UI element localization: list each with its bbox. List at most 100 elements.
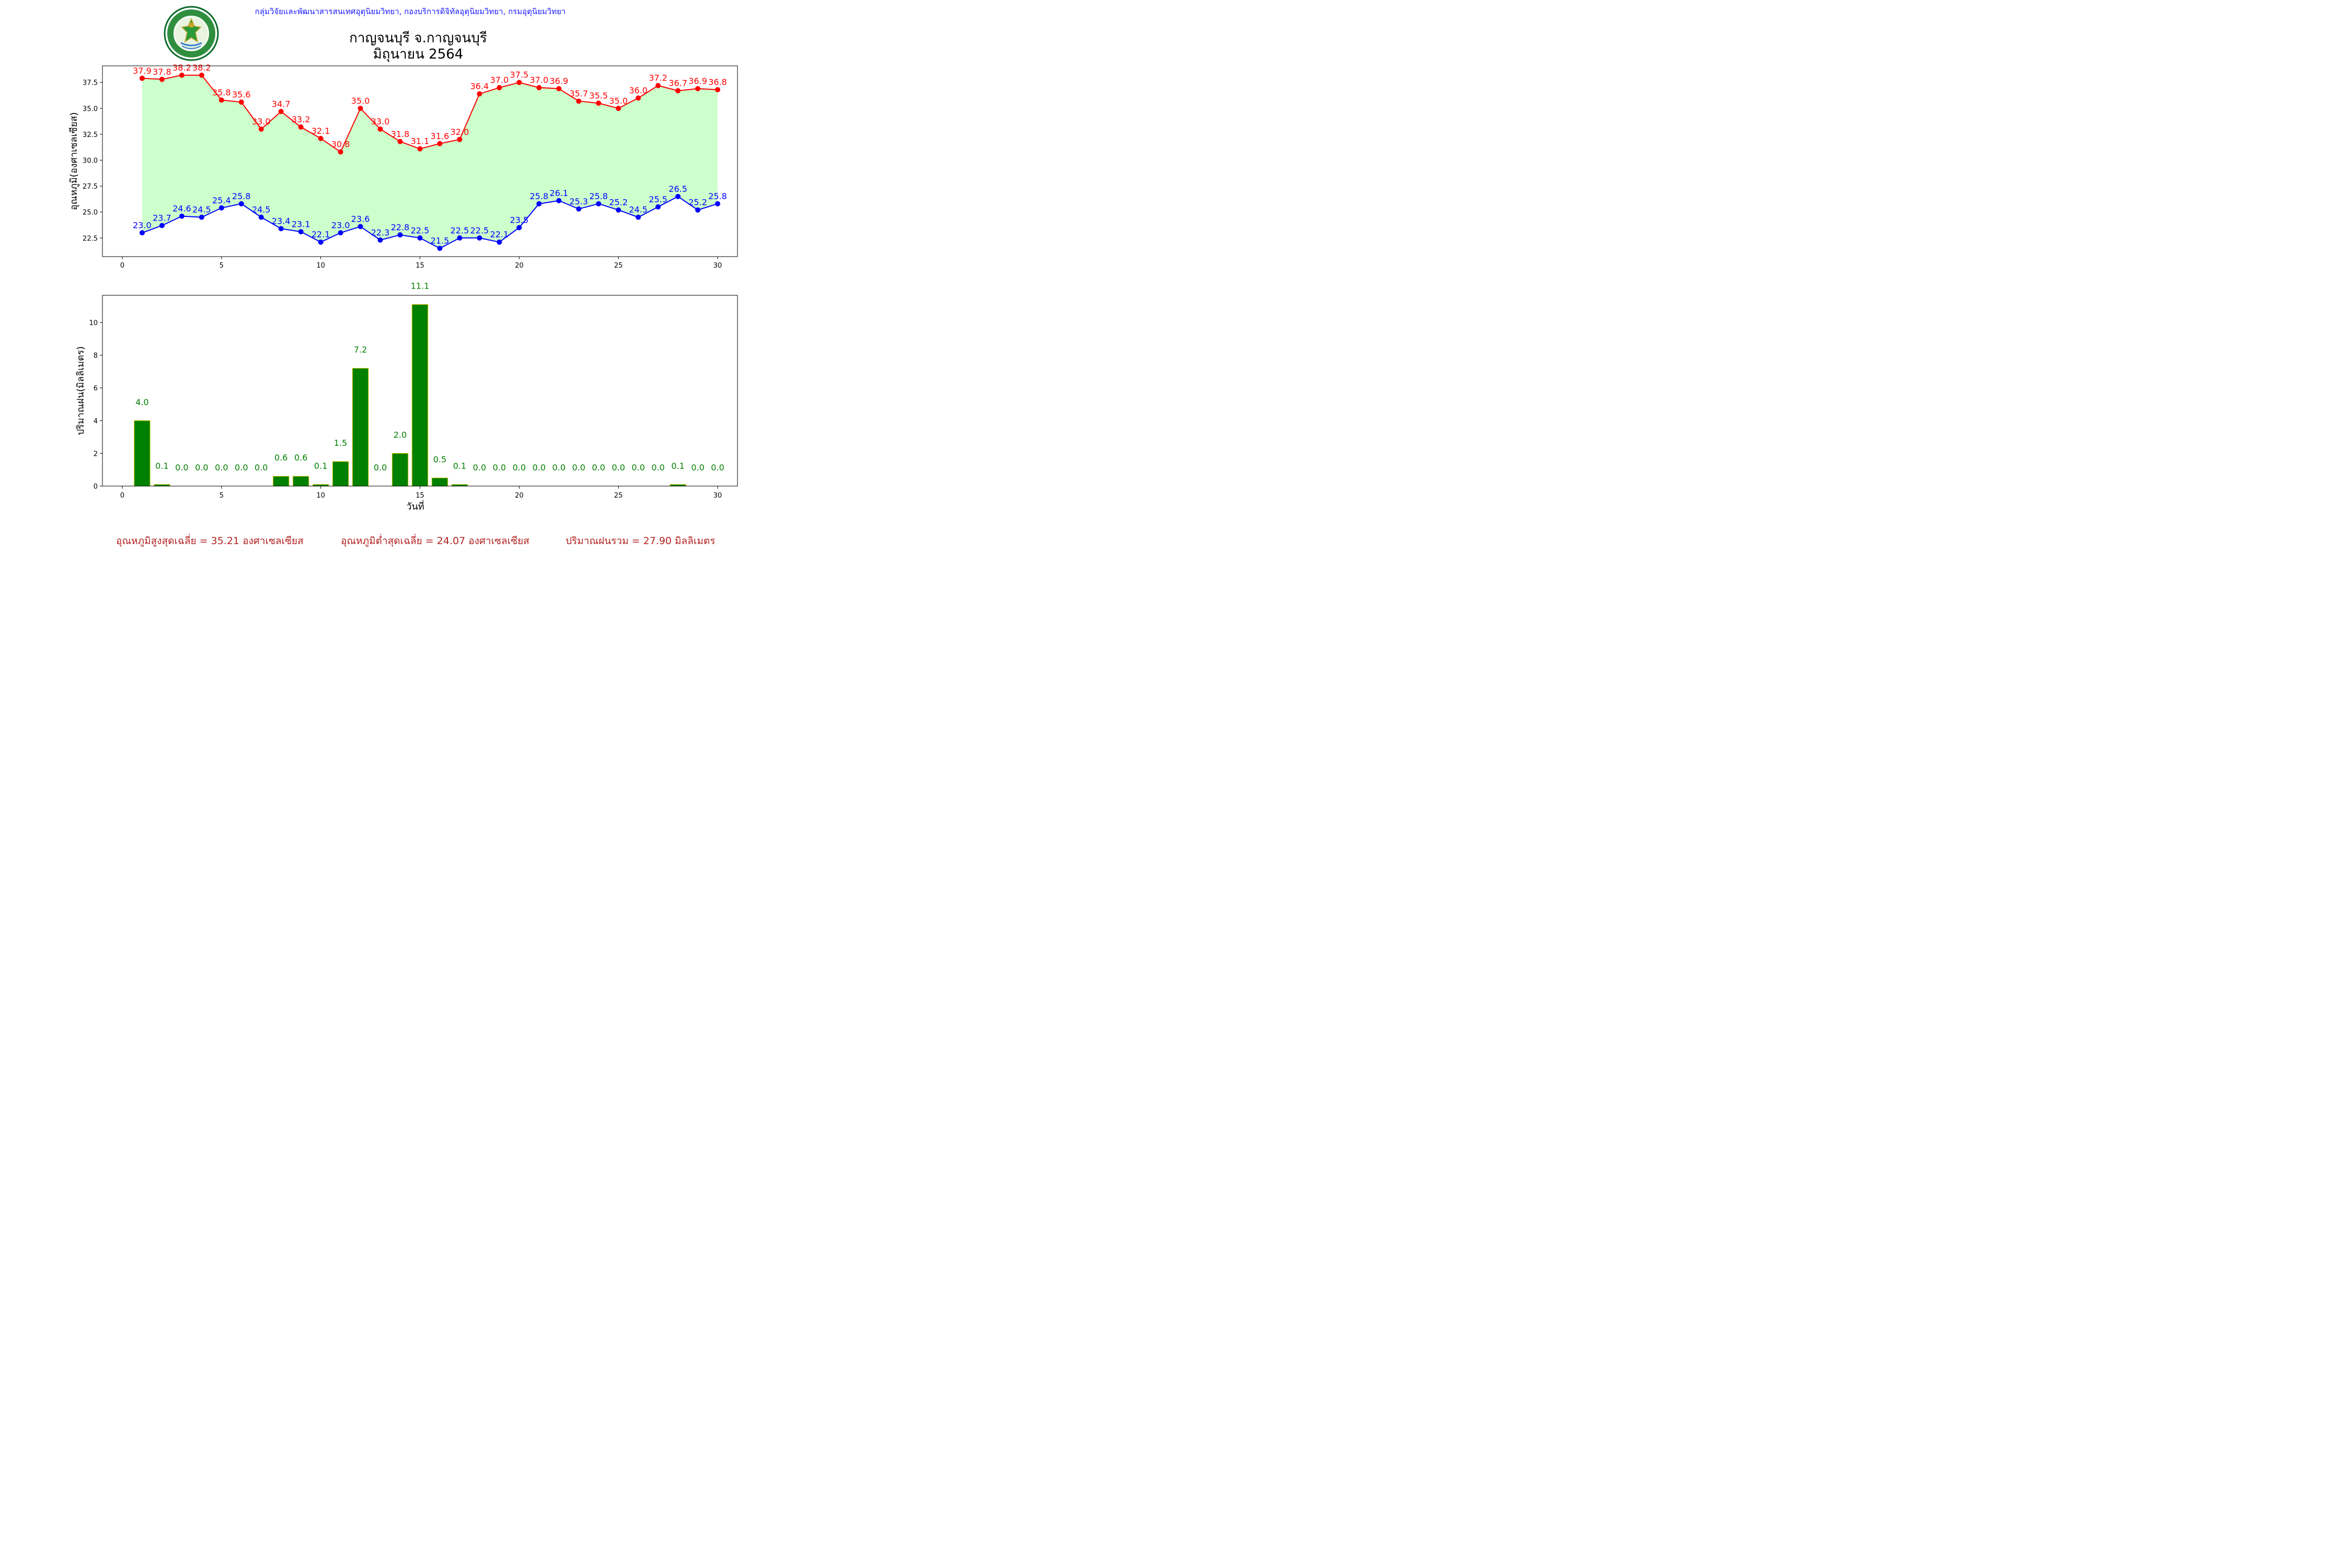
min-temp-point xyxy=(218,205,224,211)
max-temp-label: 38.2 xyxy=(192,63,211,73)
min-temp-label: 25.3 xyxy=(569,197,588,206)
min-temp-label: 23.7 xyxy=(153,213,171,223)
rain-bar xyxy=(134,420,151,487)
max-temp-point xyxy=(636,95,641,101)
rain-bar-label: 0.0 xyxy=(493,463,506,472)
max-temp-point xyxy=(159,76,165,82)
summary-footer: อุณหภูมิสูงสุดเฉลี่ย = 35.21 องศาเซลเซีย… xyxy=(0,533,809,548)
rain-bar-label: 7.2 xyxy=(354,345,367,355)
max-temp-label: 35.0 xyxy=(609,96,628,106)
min-temp-label: 22.3 xyxy=(371,227,390,237)
rain-bar-label: 0.0 xyxy=(552,463,566,472)
max-temp-label: 31.6 xyxy=(431,131,449,141)
max-temp-label: 36.9 xyxy=(688,76,707,86)
temp-y-tick-label: 25.0 xyxy=(83,209,98,217)
chart-title-line1: กาญจนบุรี จ.กาญจนบุรี xyxy=(349,30,487,46)
chart-title: กาญจนบุรี จ.กาญจนบุรี มิถุนายน 2564 xyxy=(287,30,549,63)
max-temp-label: 35.5 xyxy=(589,90,608,100)
max-temp-label: 33.2 xyxy=(292,114,310,124)
min-temp-point xyxy=(338,230,343,236)
min-temp-point xyxy=(655,204,661,210)
min-temp-point xyxy=(139,230,145,236)
rain-bar-label: 0.0 xyxy=(473,463,486,472)
max-temp-line xyxy=(142,74,718,153)
min-temp-line xyxy=(142,195,718,249)
rain-bar-label: 0.0 xyxy=(215,463,228,472)
rain-bar xyxy=(391,453,409,487)
min-temp-label: 26.5 xyxy=(668,184,687,194)
min-temp-point xyxy=(715,201,721,206)
rain-bar-label: 0.6 xyxy=(294,453,307,463)
min-temp-label: 25.8 xyxy=(589,191,608,201)
rain-bar-label: 0.0 xyxy=(691,463,704,472)
max-temp-point xyxy=(596,100,602,106)
max-temp-label: 37.8 xyxy=(153,67,171,77)
max-temp-point xyxy=(218,97,224,103)
min-temp-label: 22.1 xyxy=(312,229,330,239)
rain-bar-label: 0.0 xyxy=(711,463,724,472)
min-temp-label: 22.5 xyxy=(470,225,489,235)
max-temp-label: 37.9 xyxy=(133,66,152,76)
max-temp-label: 36.9 xyxy=(549,76,568,86)
min-temp-label: 24.6 xyxy=(172,204,191,214)
rain-x-tick-label: 15 xyxy=(416,492,424,500)
charts-canvas: 37.9 37.8 38.2 38.235.8 35.633.034.733.232.1… xyxy=(68,63,738,512)
temp-y-tick-label: 22.5 xyxy=(83,235,98,243)
rain-bar-label: 11.1 xyxy=(411,281,430,291)
max-temp-point xyxy=(338,149,343,155)
avg-min-temp: อุณหภูมิต่ำสุดเฉลี่ย = 24.07 องศาเซลเซีย… xyxy=(341,535,529,547)
max-temp-point xyxy=(298,124,304,130)
temperature-range-fill xyxy=(142,75,718,249)
max-temp-label: 35.7 xyxy=(569,88,588,98)
min-temp-point xyxy=(437,246,443,251)
rain-y-tick-label: 6 xyxy=(94,385,98,393)
max-temp-label: 32.1 xyxy=(312,126,330,136)
rain-x-tick-label: 0 xyxy=(120,492,124,500)
min-temp-label: 25.8 xyxy=(530,191,549,201)
min-temp-label: 24.5 xyxy=(192,205,211,215)
rain-bar-label: 0.0 xyxy=(572,463,585,472)
rain-bar-label: 2.0 xyxy=(394,430,407,440)
min-temp-label: 22.5 xyxy=(411,225,430,235)
rain-bar-label: 4.0 xyxy=(135,397,148,407)
min-temp-point xyxy=(477,235,482,241)
rain-bar-label: 0.6 xyxy=(274,453,287,463)
rain-bar-label: 1.5 xyxy=(334,438,347,448)
min-temp-label: 23.1 xyxy=(292,219,310,229)
rain-y-tick-label: 10 xyxy=(89,319,98,327)
max-temp-label: 38.2 xyxy=(172,63,191,73)
max-temp-label: 31.1 xyxy=(411,136,430,146)
min-temp-label: 25.8 xyxy=(708,191,727,201)
rain-y-tick-label: 0 xyxy=(94,483,98,491)
rain-y-axis-label: ปริมาณฝน(มิลลิเมตร) xyxy=(75,347,86,435)
chart-title-line2: มิถุนายน 2564 xyxy=(373,47,464,62)
max-temp-label: 34.7 xyxy=(272,99,291,109)
min-temp-label: 25.2 xyxy=(609,198,628,207)
temp-y-tick-label: 37.5 xyxy=(83,79,98,87)
rain-bar-label: 0.0 xyxy=(631,463,644,472)
min-temp-point xyxy=(238,201,244,206)
rain-bar-label: 0.1 xyxy=(453,461,466,471)
rain-bar-label: 0.0 xyxy=(513,463,526,472)
max-temp-label: 33.0 xyxy=(252,117,271,126)
max-temp-point xyxy=(536,85,542,90)
max-temp-point xyxy=(655,83,661,88)
min-temp-label: 23.4 xyxy=(272,216,291,226)
min-temp-label: 25.8 xyxy=(232,191,251,201)
rain-bar-label: 0.1 xyxy=(671,461,684,471)
min-temp-label: 25.2 xyxy=(688,198,707,207)
rain-bar xyxy=(431,477,448,487)
min-temp-point xyxy=(397,232,403,238)
min-temp-point xyxy=(536,201,542,206)
max-temp-point xyxy=(715,87,721,93)
min-temp-point xyxy=(616,207,621,213)
avg-max-temp: อุณหภูมิสูงสุดเฉลี่ย = 35.21 องศาเซลเซีย… xyxy=(116,535,304,547)
min-temp-label: 25.4 xyxy=(212,195,231,205)
rain-bar-label: 0.0 xyxy=(235,463,248,472)
header-org-line: กลุ่มวิจัยและพัฒนาสารสนเทศอุตุนิยมวิทยา,… xyxy=(255,7,566,16)
min-temp-label: 23.6 xyxy=(351,214,370,224)
min-temp-point xyxy=(497,239,502,245)
temp-y-axis-label: อุณหภูมิ(องศาเซลเซียส) xyxy=(68,112,79,211)
max-temp-label: 36.8 xyxy=(708,77,727,87)
min-temp-label: 22.5 xyxy=(451,225,469,235)
